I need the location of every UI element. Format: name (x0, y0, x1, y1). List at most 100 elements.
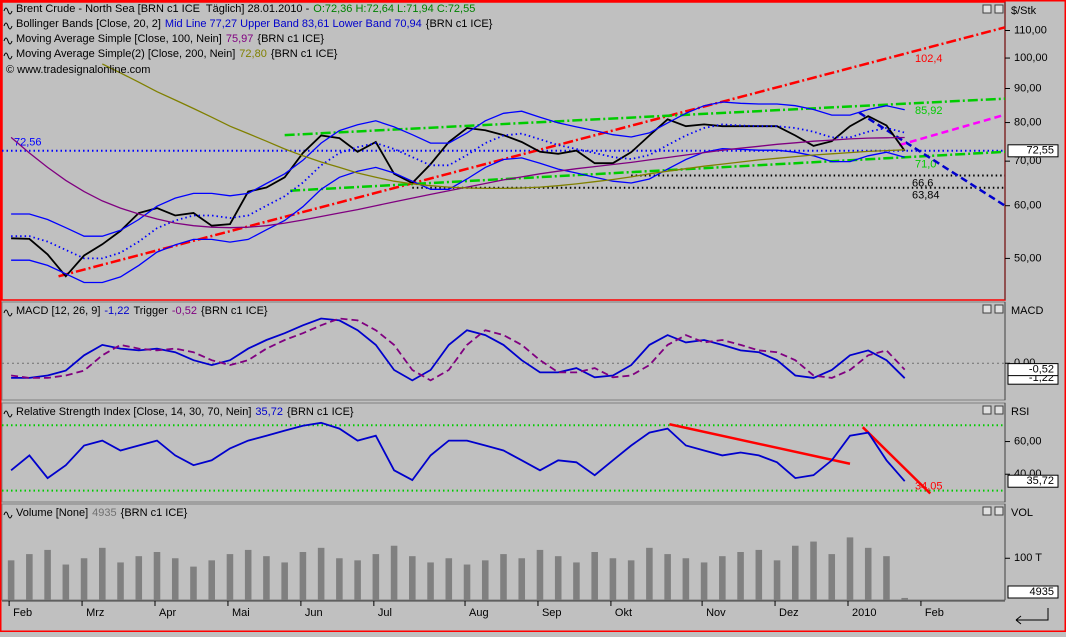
legend-icon (3, 511, 13, 519)
copyright: © www.tradesignalonline.com (6, 64, 150, 76)
volume-bar (190, 566, 197, 600)
x-axis: Feb Mrz Apr Mai Jun Jul Aug Sep Okt Nov Dez 2010 Feb (2, 600, 1049, 625)
volume-bar (864, 547, 872, 600)
panel-button (994, 506, 1004, 516)
legend-text: Bollinger Bands [Close, 20, 2] (16, 18, 161, 30)
legend-line: Relative Strength Index [Close, 14, 30, … (16, 406, 354, 418)
volume-bar (828, 554, 836, 600)
legend-text: {BRN c1 ICE} (271, 48, 338, 60)
trend-line (58, 26, 1005, 278)
legend-icon (3, 7, 13, 15)
legend-text: Trigger (133, 305, 168, 317)
value-box (1007, 585, 1059, 599)
volume-bar (755, 549, 763, 600)
y-tick-label: 60,00 (1014, 435, 1042, 447)
panel-button (994, 405, 1004, 415)
x-tick-label: Aug (469, 607, 489, 619)
unit-label: RSI (1011, 406, 1029, 418)
volume-bar (609, 558, 617, 600)
y-tick-label: 90,00 (1014, 82, 1042, 94)
volume-bar (62, 564, 70, 600)
legend-text: {BRN c1 ICE} (426, 18, 493, 30)
x-tick-label: Feb (925, 607, 944, 619)
series-line (102, 63, 905, 190)
trend-label: 71,0 (915, 159, 936, 171)
value-box (1007, 363, 1059, 377)
volume-bar (536, 549, 544, 600)
volume-bar (299, 552, 307, 600)
legend-icon (3, 410, 13, 418)
series-line (10, 421, 906, 482)
unit-label: $/Stk (1011, 5, 1037, 17)
legend-icon (3, 52, 13, 60)
legend-line: MACD [12, 26, 9] -1,22 Trigger -0,52 {BRN c1… (16, 305, 268, 317)
legend-text: 72,80 (239, 48, 267, 60)
legend-line: Moving Average Simple [Close, 100, Nein]… (16, 33, 324, 45)
value-box-label: 72,55 (1026, 145, 1054, 157)
value-box-label: 4935 (1030, 586, 1054, 598)
x-tick-label: Sep (542, 607, 562, 619)
volume-bar (244, 549, 252, 600)
y-tick-label: 70,00 (1014, 155, 1042, 167)
volume-bar (737, 552, 744, 600)
x-tick-label: Dez (779, 607, 799, 619)
legend-text: MACD [12, 26, 9] (16, 305, 100, 317)
legend-line: Bollinger Bands [Close, 20, 2] Mid Line 7… (16, 18, 493, 30)
volume-bar (810, 541, 817, 600)
volume-bar (500, 554, 507, 600)
unit-label: VOL (1011, 507, 1033, 519)
volume-bar (317, 547, 325, 600)
plot-area: 34,05 (2, 421, 1005, 495)
legend-text: O:72,36 H:72,64 L:71,94 C:72,55 (313, 3, 475, 15)
legend-text: Relative Strength Index [Close, 14, 30, … (16, 406, 251, 418)
unit-label: MACD (1011, 305, 1043, 317)
volume-bar (700, 562, 708, 600)
value-box-label: -0,52 (1029, 364, 1054, 376)
volume-bar (7, 560, 15, 600)
volume-bar (883, 556, 890, 600)
legend-icon (3, 37, 13, 45)
legend-text: -0,52 (172, 305, 197, 317)
volume-bar (354, 560, 361, 600)
x-tick-label: Mrz (86, 607, 104, 619)
volume-bar (901, 597, 908, 600)
y-tick-label: 100,00 (1014, 52, 1048, 64)
trend-line (861, 426, 932, 495)
legend-text: Moving Average Simple [Close, 100, Nein] (16, 33, 222, 45)
volume-bar (26, 554, 33, 600)
volume-bar (263, 556, 270, 600)
volume-bar (463, 564, 471, 600)
volume-bar (773, 560, 781, 600)
x-tick-label: 2010 (852, 607, 876, 619)
x-tick-label: Okt (615, 607, 632, 619)
series-line (11, 123, 905, 260)
legend-text: {BRN c1 ICE} (121, 507, 188, 519)
volume-bar (481, 560, 489, 600)
volume-bar (44, 549, 51, 600)
series-line (10, 136, 905, 229)
legend-text: -1,22 (104, 305, 129, 317)
legend-text: Volume [None] (16, 507, 88, 519)
volume-bar (427, 562, 434, 600)
legend-icon (3, 309, 13, 317)
volume-bar (682, 558, 690, 600)
volume-bar (445, 558, 453, 600)
volume-bar (153, 552, 161, 600)
volume-bar (846, 537, 854, 600)
volume-bar (646, 547, 653, 600)
series-line (11, 147, 905, 284)
y-tick-label: 60,00 (1014, 200, 1042, 212)
level-label: 63,84 (912, 190, 940, 202)
volume-bar (554, 556, 562, 600)
value-box (1007, 144, 1059, 158)
panel-button (982, 405, 992, 415)
plot-area (7, 537, 908, 600)
y-tick-label: 110,00 (1014, 24, 1047, 36)
series-line (11, 115, 906, 278)
x-tick-label: Mai (232, 607, 250, 619)
volume-bar (80, 558, 88, 600)
volume-bar (208, 560, 216, 600)
